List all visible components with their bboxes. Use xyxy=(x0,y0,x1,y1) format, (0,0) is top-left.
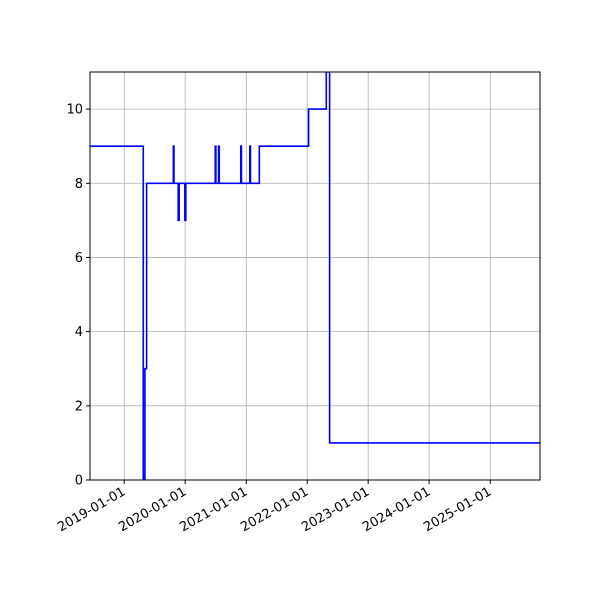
y-tick-label: 6 xyxy=(75,251,83,266)
y-tick-label: 0 xyxy=(75,474,83,489)
series-layer xyxy=(90,72,540,480)
y-tick-label: 10 xyxy=(66,103,83,118)
plot-background xyxy=(90,72,540,480)
y-tick-label: 4 xyxy=(75,325,83,340)
y-tick-label: 2 xyxy=(75,399,83,414)
tick-marks xyxy=(86,108,491,484)
series-line xyxy=(90,72,540,480)
y-tick-label: 8 xyxy=(75,177,83,192)
plot-frame xyxy=(89,71,541,481)
